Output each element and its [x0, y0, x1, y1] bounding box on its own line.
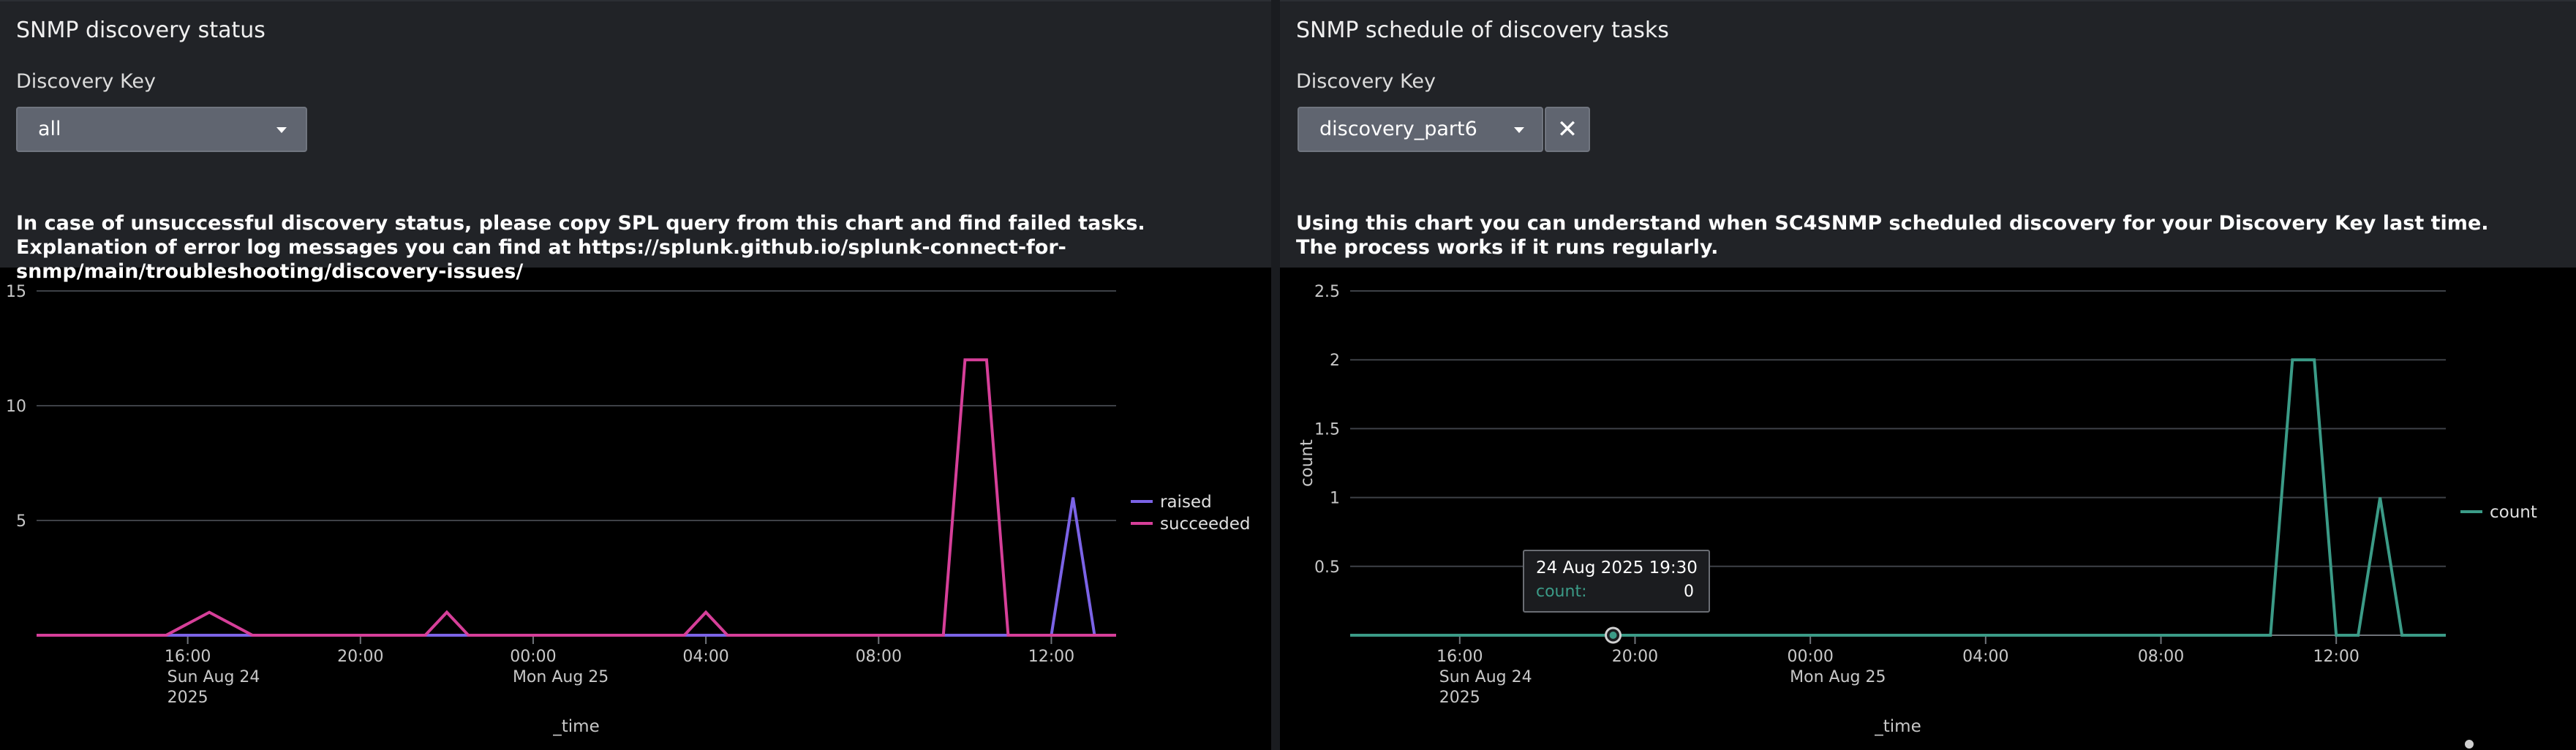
panel-title: SNMP discovery status [16, 18, 265, 43]
x-tick-label: 08:00 [2138, 648, 2184, 666]
caret-down-icon [1514, 127, 1524, 133]
x-axis-title: _time [552, 717, 599, 736]
panel-divider [1271, 0, 1280, 750]
x-tick-label: 12:00 [2313, 648, 2359, 666]
legend-label-raised[interactable]: raised [1160, 493, 1212, 512]
dropdown-value: discovery_part6 [1319, 118, 1477, 140]
y-tick-label: 10 [6, 398, 26, 416]
x-tick-sublabel: Mon Aug 25 [513, 668, 609, 686]
tooltip-series-label: count: [1536, 583, 1587, 601]
y-tick-label: 5 [16, 512, 26, 531]
x-tick-sublabel: Sun Aug 24 [1439, 668, 1532, 686]
scroll-indicator [2465, 740, 2474, 749]
clear-selection-button[interactable]: ✕ [1545, 107, 1590, 152]
discovery-key-dropdown[interactable]: all [16, 107, 307, 152]
x-tick-label: 12:00 [1028, 648, 1074, 666]
legend-label-count[interactable]: count [2490, 503, 2537, 522]
x-tick-sublabel: Mon Aug 25 [1790, 668, 1886, 686]
y-tick-label: 2 [1330, 352, 1340, 370]
x-tick-label: 04:00 [682, 648, 728, 666]
caret-down-icon [276, 127, 287, 133]
dropdown-value: all [38, 118, 61, 140]
y-tick-label: 15 [6, 283, 26, 301]
x-tick-label: 00:00 [510, 648, 556, 666]
panel-title: SNMP schedule of discovery tasks [1296, 18, 1669, 43]
discovery-schedule-chart[interactable]: 0.5 1 1.5 2 2.5 16:00 Sun Aug 24 2025 20:00 00:00… [1280, 268, 2576, 750]
close-icon: ✕ [1556, 115, 1578, 144]
y-axis-title: count [1298, 439, 1317, 487]
panel-header: SNMP schedule of discovery tasks Discove… [1280, 0, 2576, 268]
highlight-point-core [1609, 632, 1617, 639]
x-axis-title: _time [1874, 717, 1921, 736]
y-tick-label: 2.5 [1314, 283, 1340, 301]
discovery-key-label: Discovery Key [16, 70, 156, 93]
x-tick-label: 16:00 [1436, 648, 1483, 666]
y-tick-label: 1.5 [1314, 420, 1340, 439]
x-tick-label: 16:00 [165, 648, 211, 666]
panel-header: SNMP discovery status Discovery Key all … [0, 0, 1271, 283]
legend-label-succeeded[interactable]: succeeded [1160, 515, 1251, 534]
tooltip-value: 0 [1684, 583, 1694, 601]
discovery-status-chart[interactable]: 5 10 15 16:00 Sun Aug 24 2025 20:00 00:00 Mon Au… [0, 268, 1271, 750]
y-tick-label: 0.5 [1314, 558, 1340, 577]
series-line-raised[interactable] [37, 497, 1116, 637]
x-tick-label: 00:00 [1787, 648, 1833, 666]
series-line-succeeded[interactable] [37, 358, 1116, 637]
x-tick-sublabel: 2025 [167, 689, 208, 707]
series-line-count[interactable] [1350, 358, 2446, 637]
discovery-key-label: Discovery Key [1296, 70, 1436, 93]
x-tick-label: 20:00 [1612, 648, 1658, 666]
chart-tooltip: 24 Aug 2025 19:30 count: 0 [1523, 550, 1710, 613]
discovery-status-panel: SNMP discovery status Discovery Key all … [0, 0, 1271, 750]
chart-description: Using this chart you can understand when… [1296, 212, 2489, 259]
discovery-schedule-panel: SNMP schedule of discovery tasks Discove… [1280, 0, 2576, 750]
x-tick-label: 20:00 [337, 648, 383, 666]
tooltip-date: 24 Aug 2025 19:30 [1536, 558, 1698, 577]
chart-description: In case of unsuccessful discovery status… [16, 212, 1145, 283]
discovery-key-dropdown[interactable]: discovery_part6 [1298, 107, 1543, 152]
y-tick-label: 1 [1330, 490, 1340, 508]
x-tick-sublabel: 2025 [1439, 689, 1480, 707]
x-tick-label: 08:00 [856, 648, 902, 666]
x-tick-label: 04:00 [1962, 648, 2008, 666]
x-tick-sublabel: Sun Aug 24 [167, 668, 260, 686]
